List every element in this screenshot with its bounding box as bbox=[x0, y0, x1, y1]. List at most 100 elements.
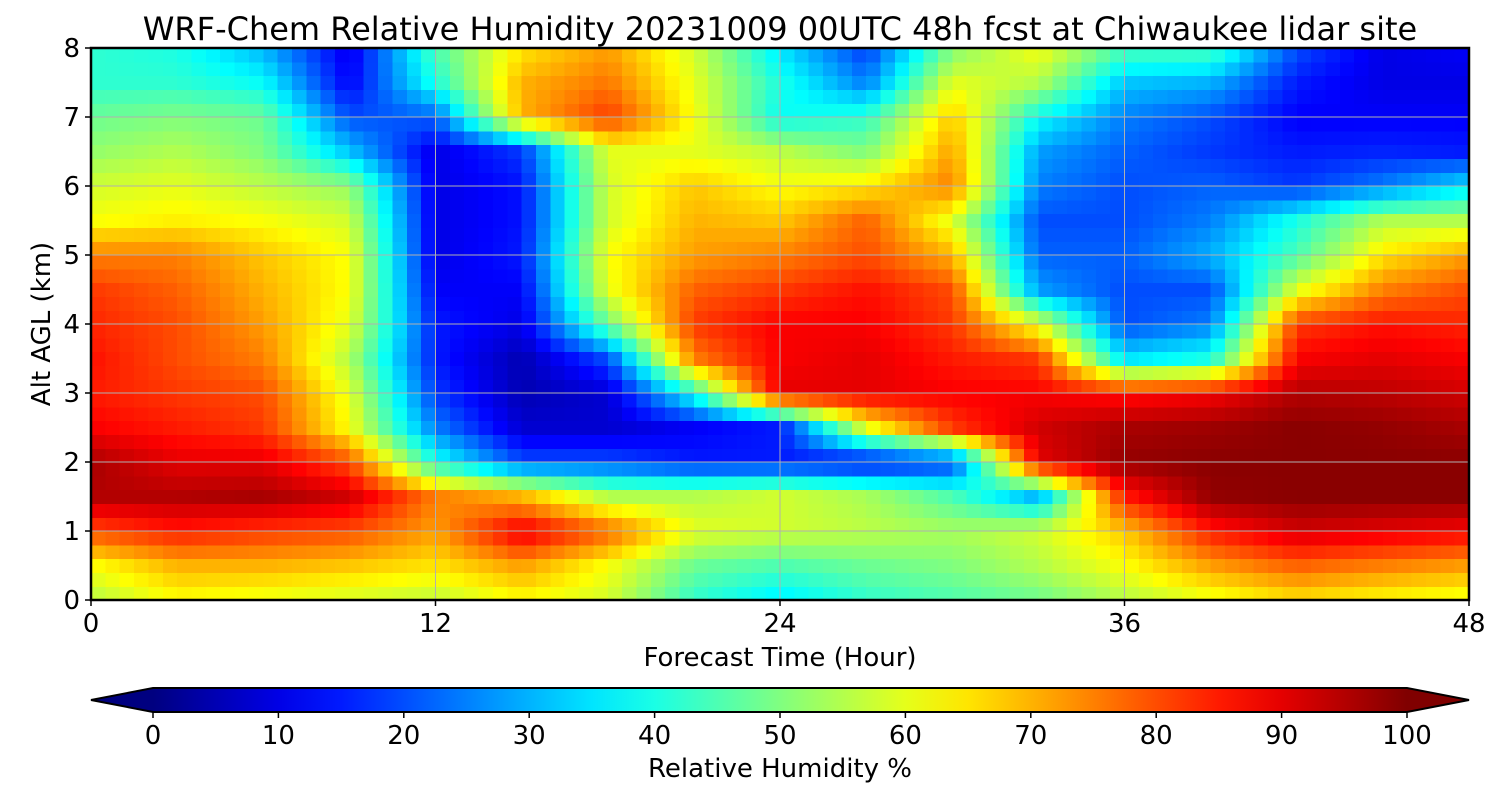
heatmap-cell bbox=[1440, 296, 1456, 311]
heatmap-cell bbox=[923, 75, 939, 90]
heatmap-cell bbox=[1268, 282, 1283, 297]
heatmap-cell bbox=[148, 310, 164, 325]
heatmap-cell bbox=[205, 61, 221, 77]
heatmap-cell bbox=[320, 255, 336, 270]
heatmap-cell bbox=[1038, 379, 1054, 394]
heatmap-cell bbox=[1325, 48, 1341, 63]
heatmap-cell bbox=[263, 475, 279, 491]
heatmap-cell bbox=[564, 558, 580, 573]
heatmap-cell bbox=[550, 420, 566, 435]
heatmap-cell bbox=[564, 158, 580, 173]
heatmap-cell bbox=[1181, 255, 1197, 270]
heatmap-cell bbox=[952, 158, 968, 173]
heatmap-cell bbox=[1425, 406, 1441, 422]
heatmap-cell bbox=[134, 420, 150, 435]
heatmap-cell bbox=[851, 130, 867, 146]
heatmap-cell bbox=[464, 282, 480, 297]
heatmap-cell bbox=[607, 103, 623, 118]
heatmap-cell bbox=[134, 48, 150, 63]
heatmap-cell bbox=[1282, 158, 1298, 173]
heatmap-cell bbox=[91, 434, 106, 449]
heatmap-cell bbox=[1425, 241, 1441, 256]
heatmap-cell bbox=[923, 475, 939, 491]
heatmap-cell bbox=[636, 337, 652, 353]
heatmap-cell bbox=[995, 531, 1011, 546]
heatmap-cell bbox=[1124, 117, 1140, 132]
heatmap-cell bbox=[507, 448, 523, 463]
heatmap-cell bbox=[1067, 420, 1083, 435]
heatmap-cell bbox=[1296, 544, 1312, 560]
heatmap-cell bbox=[134, 172, 150, 187]
heatmap-cell bbox=[1210, 337, 1226, 353]
heatmap-cell bbox=[263, 117, 279, 132]
heatmap-cell bbox=[837, 186, 853, 201]
heatmap-cell bbox=[220, 434, 236, 449]
heatmap-cell bbox=[234, 365, 250, 380]
heatmap-cell bbox=[564, 89, 580, 104]
heatmap-cell bbox=[349, 448, 365, 463]
heatmap-cell bbox=[1095, 531, 1111, 546]
heatmap-cell bbox=[1311, 324, 1327, 339]
heatmap-cell bbox=[607, 255, 623, 270]
heatmap-cell bbox=[980, 420, 996, 435]
heatmap-cell bbox=[722, 489, 738, 504]
heatmap-cell bbox=[1397, 531, 1413, 546]
heatmap-cell bbox=[521, 448, 537, 463]
heatmap-cell bbox=[650, 406, 666, 422]
heatmap-cell bbox=[1425, 103, 1441, 118]
heatmap-cell bbox=[1009, 337, 1025, 353]
heatmap-cell bbox=[91, 572, 106, 587]
heatmap-cell bbox=[1153, 324, 1169, 339]
heatmap-cell bbox=[148, 227, 164, 242]
heatmap-cell bbox=[736, 462, 752, 477]
heatmap-cell bbox=[535, 448, 551, 463]
heatmap-cell bbox=[1167, 379, 1183, 394]
heatmap-cell bbox=[622, 255, 638, 270]
heatmap-cell bbox=[1411, 324, 1427, 339]
heatmap-cell bbox=[980, 130, 996, 146]
heatmap-cell bbox=[1196, 48, 1212, 63]
heatmap-cell bbox=[679, 448, 695, 463]
heatmap-cell bbox=[1397, 255, 1413, 270]
heatmap-cell bbox=[1354, 420, 1370, 435]
heatmap-cell bbox=[665, 310, 681, 325]
heatmap-cell bbox=[1009, 531, 1025, 546]
heatmap-cell bbox=[1397, 572, 1413, 587]
heatmap-cell bbox=[464, 434, 480, 449]
heatmap-cell bbox=[277, 420, 293, 435]
heatmap-cell bbox=[1167, 213, 1183, 228]
heatmap-cell bbox=[478, 572, 494, 587]
heatmap-cell bbox=[392, 544, 408, 560]
heatmap-cell bbox=[765, 337, 781, 353]
heatmap-cell bbox=[1138, 586, 1154, 600]
heatmap-cell bbox=[1411, 310, 1427, 325]
heatmap-cell bbox=[1454, 351, 1469, 366]
heatmap-cell bbox=[736, 117, 752, 132]
heatmap-cell bbox=[880, 503, 896, 518]
heatmap-cell bbox=[937, 351, 953, 366]
heatmap-cell bbox=[1153, 365, 1169, 380]
heatmap-cell bbox=[1411, 255, 1427, 270]
heatmap-cell bbox=[220, 255, 236, 270]
heatmap-cell bbox=[535, 420, 551, 435]
heatmap-cell bbox=[1110, 558, 1126, 573]
heatmap-cell bbox=[1110, 489, 1126, 504]
heatmap-cell bbox=[162, 434, 178, 449]
heatmap-cell bbox=[952, 544, 968, 560]
heatmap-cell bbox=[1425, 393, 1441, 408]
heatmap-cell bbox=[593, 268, 609, 284]
heatmap-cell bbox=[492, 172, 508, 187]
heatmap-cell bbox=[880, 310, 896, 325]
heatmap-cell bbox=[564, 351, 580, 366]
heatmap-cell bbox=[736, 531, 752, 546]
heatmap-cell bbox=[736, 572, 752, 587]
heatmap-cell bbox=[880, 282, 896, 297]
heatmap-cell bbox=[1038, 586, 1054, 600]
heatmap-cell bbox=[1224, 282, 1240, 297]
heatmap-cell bbox=[335, 586, 350, 600]
heatmap-cell bbox=[722, 337, 738, 353]
heatmap-cell bbox=[679, 199, 695, 215]
heatmap-cell bbox=[1311, 586, 1327, 600]
heatmap-cell bbox=[119, 268, 135, 284]
heatmap-cell bbox=[521, 227, 537, 242]
